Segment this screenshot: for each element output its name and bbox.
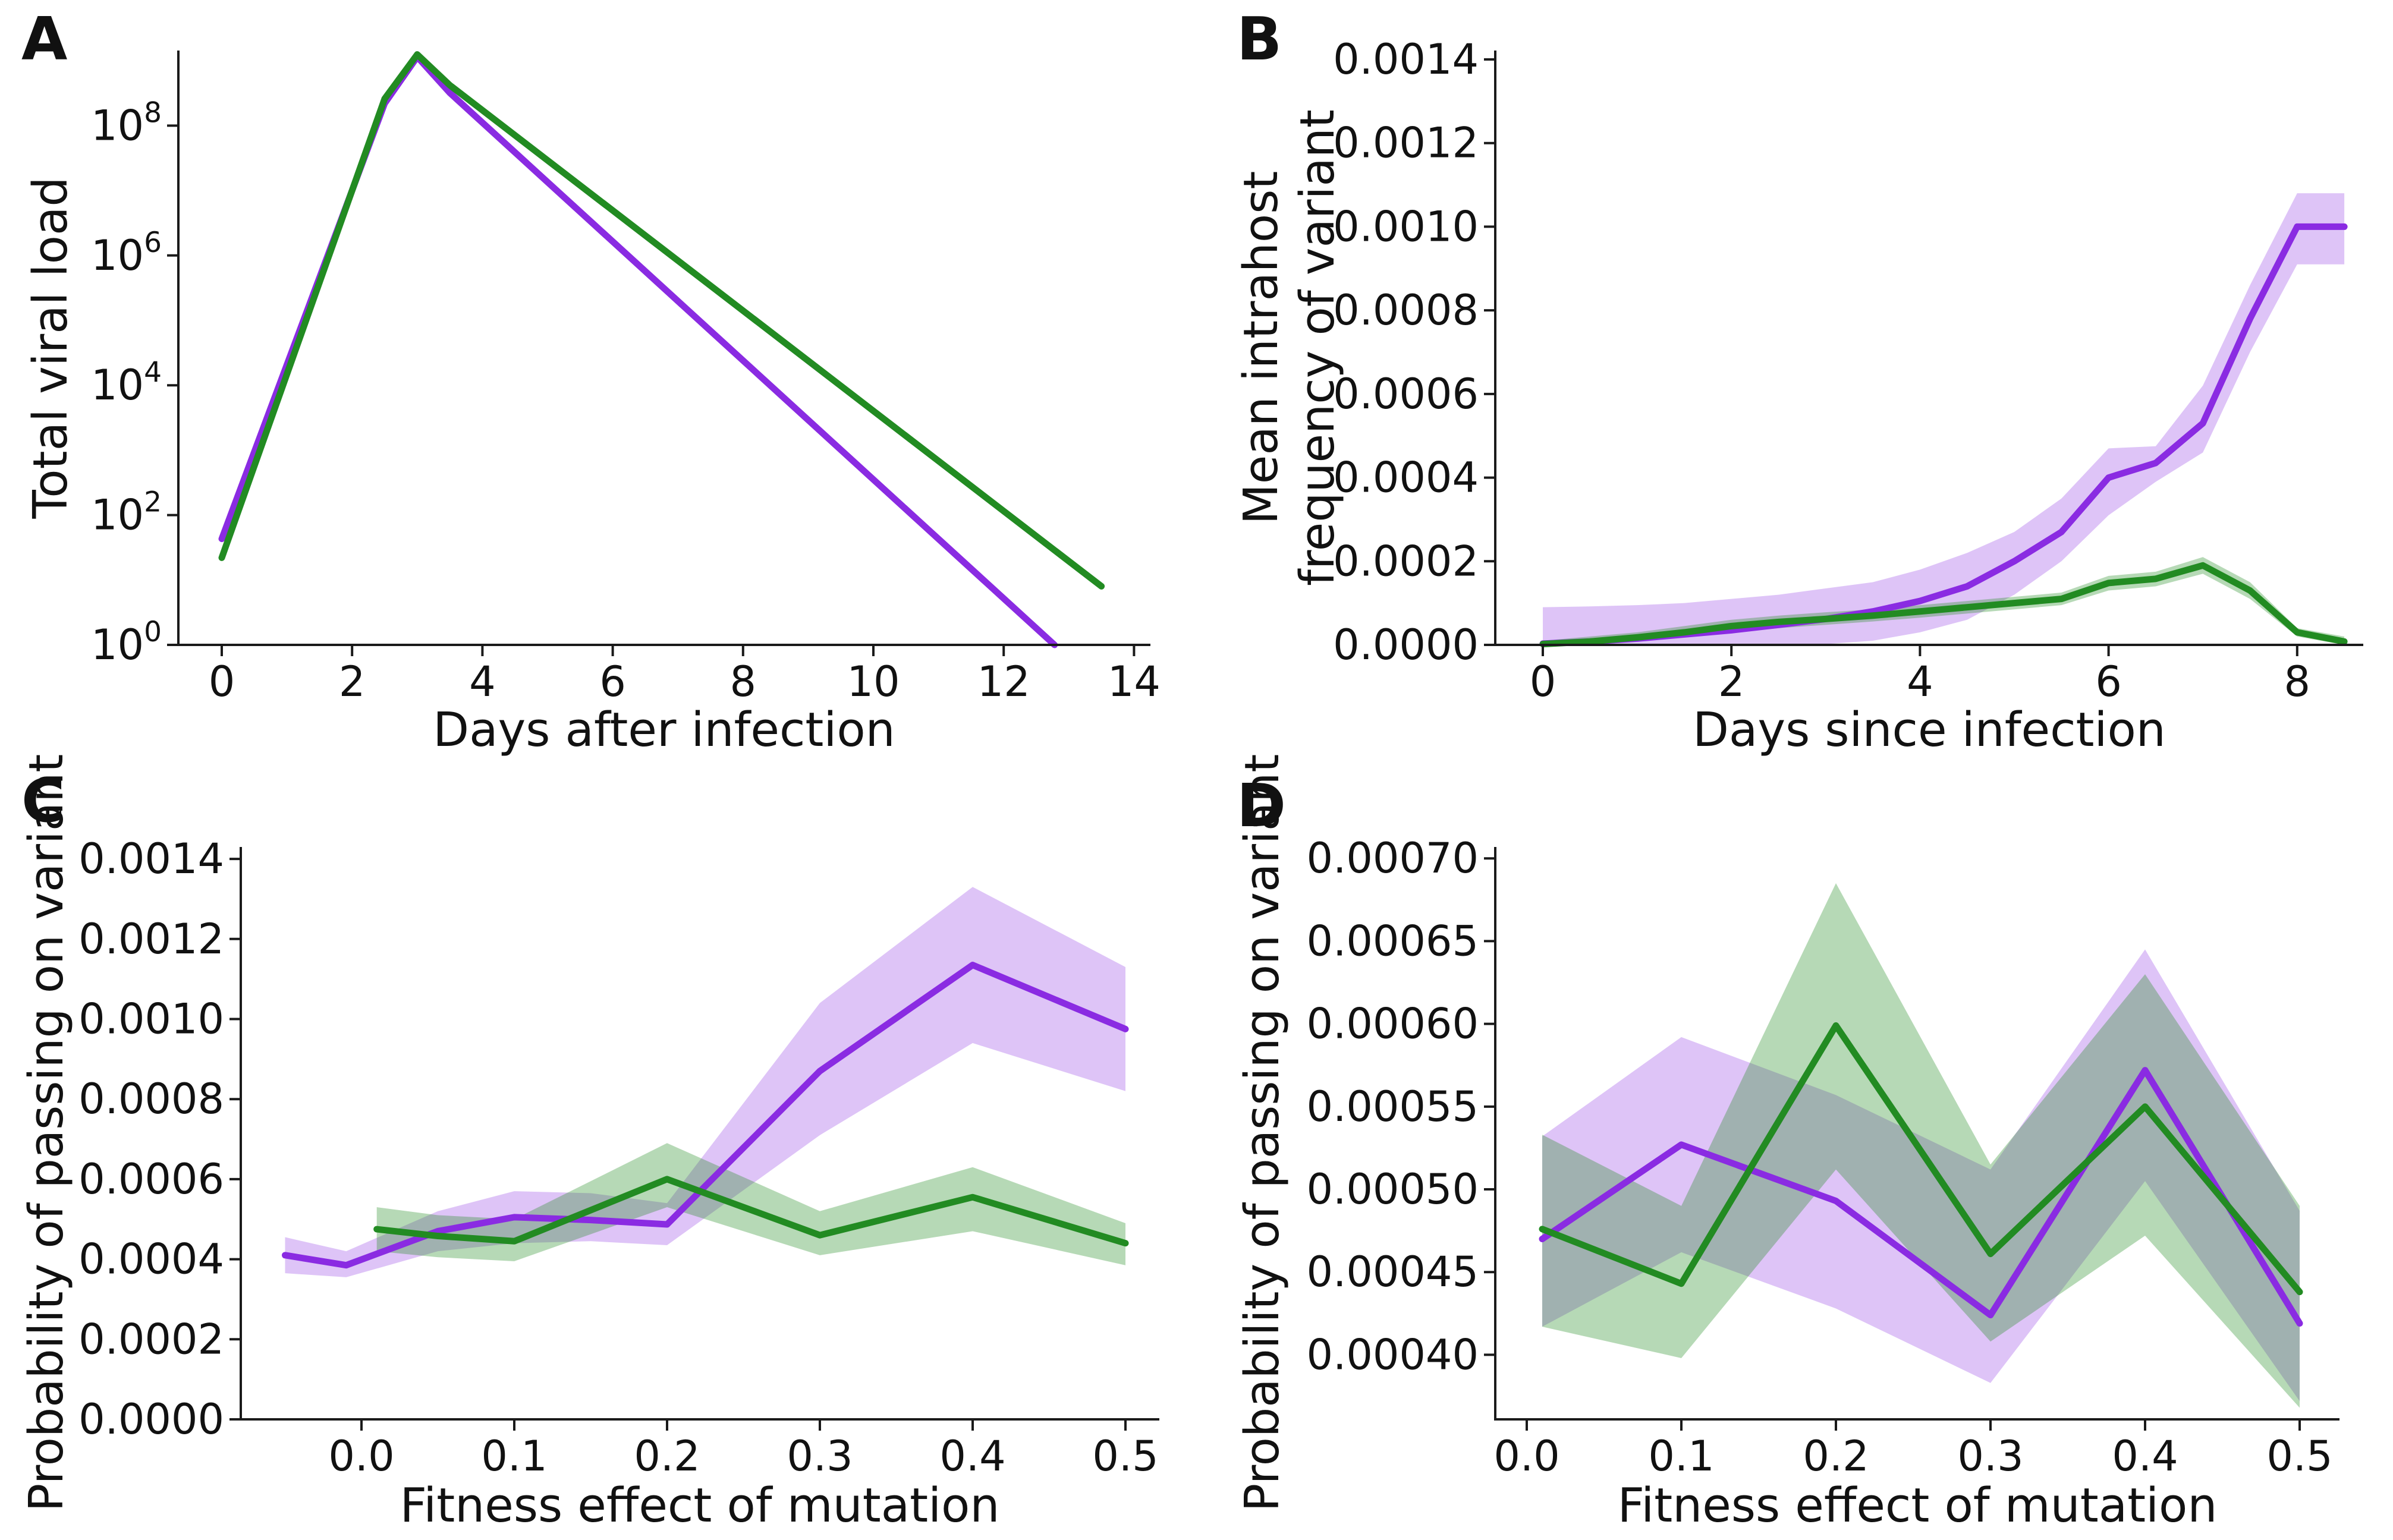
panel-letter-c: C	[21, 766, 65, 836]
series-line-green-a	[218, 51, 1105, 590]
x-tick-label: 8	[2284, 657, 2311, 706]
y-axis-label: frequency of variant	[1290, 109, 1345, 586]
y-tick-label: 0.00040	[1307, 1330, 1479, 1379]
x-tick-label: 8	[730, 657, 757, 706]
series-line-green-b	[1539, 562, 2348, 648]
series-line-purple-a	[218, 53, 1058, 648]
x-tick-label: 0.5	[1092, 1432, 1158, 1481]
y-tick-label: 0.0002	[1333, 537, 1479, 585]
series-line-purple-d	[1539, 1067, 2303, 1327]
x-tick-label: 0	[1530, 657, 1556, 706]
y-tick-label: 0.0012	[1333, 119, 1479, 168]
x-tick-label: 6	[599, 657, 626, 706]
x-tick-label: 0.2	[1803, 1432, 1869, 1481]
panel-c: 0.0 0.1 0.2 0.3 0.4 0.5 0.0000 0.0002 0.0004 0.00…	[19, 754, 1159, 1533]
x-axis-label: Fitness effect of mutation	[400, 1478, 1000, 1533]
confidence-band-purple-b	[1543, 193, 2345, 645]
x-tick-label: 0.0	[1493, 1432, 1559, 1481]
x-tick-label: 0	[209, 657, 235, 706]
panel-letter-d: D	[1237, 771, 1286, 840]
axis-spines	[177, 51, 1150, 646]
series-line-green-d	[1539, 1022, 2303, 1296]
y-tick-label: 0.0002	[78, 1315, 224, 1363]
y-tick-label: 0.0010	[78, 995, 224, 1044]
x-tick-label: 0.5	[2266, 1432, 2332, 1481]
y-tick-label: 0.0008	[1333, 286, 1479, 335]
x-tick-label: 2	[339, 657, 366, 706]
x-tick-label: 6	[2095, 657, 2122, 706]
y-tick-label: 0.0006	[78, 1155, 224, 1204]
y-tick-label: 0.0006	[1333, 370, 1479, 418]
x-axis-label: Days after infection	[433, 703, 895, 757]
x-tick-label: 0.3	[787, 1432, 853, 1481]
y-tick-label: 0.0012	[78, 915, 224, 963]
y-tick-label: 0.00050	[1307, 1165, 1479, 1214]
series-line-purple-c	[282, 962, 1129, 1269]
y-tick-label: 0.0014	[1333, 35, 1479, 84]
x-tick-label: 4	[1907, 657, 1933, 706]
panel-letter-b: B	[1237, 4, 1282, 74]
y-tick-label: 106	[91, 226, 162, 280]
y-axis-label: Probability of passing on variant	[1235, 754, 1290, 1512]
y-tick-label: 0.0014	[78, 834, 224, 883]
y-tick-label: 108	[91, 96, 162, 150]
x-tick-label: 0.4	[2112, 1432, 2178, 1481]
y-tick-label: 100	[91, 616, 162, 669]
y-tick-label: 0.0008	[78, 1075, 224, 1123]
confidence-band-green-c	[376, 1143, 1126, 1265]
y-axis-label: Total viral load	[23, 177, 78, 519]
x-tick-label: 0.3	[1957, 1432, 2023, 1481]
confidence-band-purple-c	[285, 887, 1125, 1277]
panel-letter-a: A	[21, 4, 67, 74]
y-tick-label: 0.00060	[1307, 1000, 1479, 1048]
x-tick-label: 0.1	[481, 1432, 547, 1481]
x-tick-label: 0.1	[1648, 1432, 1714, 1481]
y-tick-label: 0.0004	[78, 1235, 224, 1284]
x-tick-label: 4	[469, 657, 496, 706]
x-tick-label: 10	[847, 657, 900, 706]
y-tick-label: 104	[91, 356, 162, 410]
x-tick-label: 0.0	[328, 1432, 394, 1481]
x-tick-label: 14	[1108, 657, 1161, 706]
x-axis-label: Fitness effect of mutation	[1618, 1478, 2218, 1533]
y-tick-label: 0.0004	[1333, 454, 1479, 502]
x-tick-label: 12	[977, 657, 1030, 706]
y-axis-label: Mean intrahost	[1234, 171, 1288, 525]
confidence-band-purple-d	[1542, 949, 2300, 1402]
x-axis-label: Days since infection	[1693, 703, 2166, 757]
y-tick-label: 0.00065	[1307, 917, 1479, 965]
y-axis-label: Probability of passing on variant	[19, 754, 74, 1512]
y-tick-label: 0.00055	[1307, 1082, 1479, 1131]
panel-d: 0.0 0.1 0.2 0.3 0.4 0.5 0.00040 0.00045 0.00050 0…	[1235, 754, 2339, 1533]
x-tick-label: 0.4	[939, 1432, 1005, 1481]
x-tick-label: 0.2	[634, 1432, 700, 1481]
series-line-green-c	[373, 1176, 1129, 1247]
y-tick-label: 102	[91, 486, 162, 540]
y-tick-label: 0.0010	[1333, 202, 1479, 251]
x-tick-label: 2	[1718, 657, 1745, 706]
axis-spines	[1494, 847, 2339, 1421]
y-tick-label: 0.00045	[1307, 1248, 1479, 1296]
panel-a: 0 2 4 6 8 10 12 14 100 102 104 106 108 Days after inf…	[21, 4, 1161, 757]
panel-b: 0 2 4 6 8 0.0000 0.0002 0.0004 0.0006 0.0008 0.001…	[1234, 4, 2363, 757]
y-tick-label: 0.0000	[1333, 621, 1479, 669]
y-tick-label: 0.00070	[1307, 834, 1479, 883]
y-tick-label: 0.0000	[78, 1395, 224, 1444]
